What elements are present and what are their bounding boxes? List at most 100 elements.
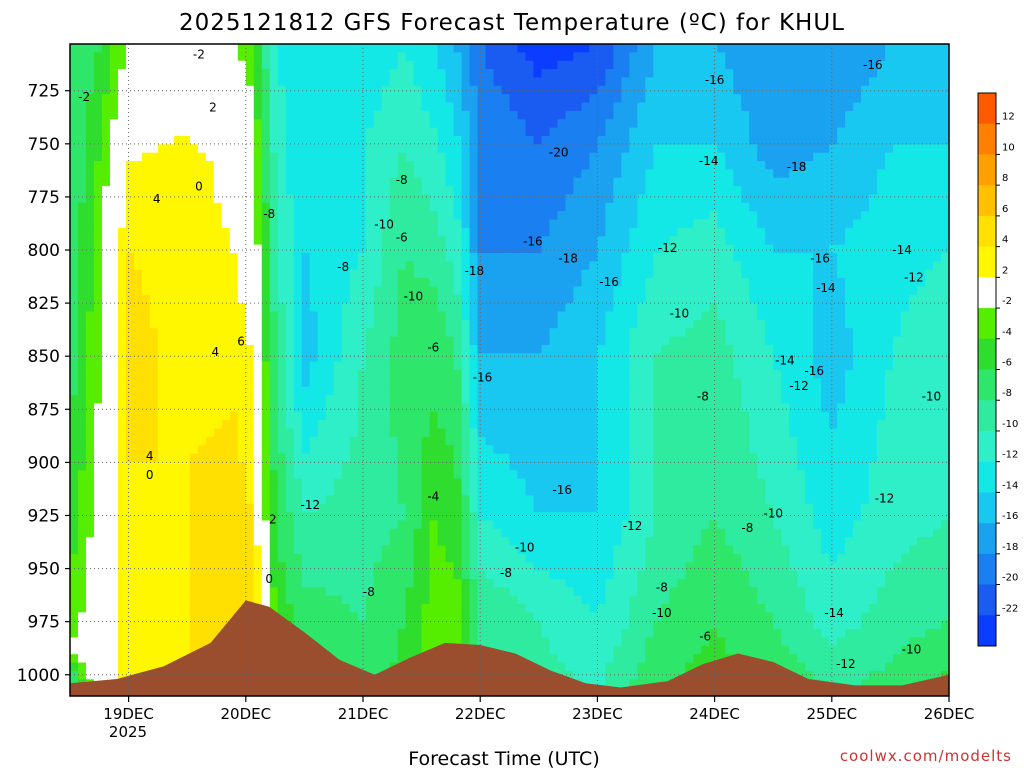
temperature-cell (549, 135, 559, 145)
temperature-cell (189, 436, 199, 446)
temperature-cell (541, 478, 551, 488)
temperature-cell (373, 604, 383, 614)
temperature-cell (445, 177, 455, 187)
temperature-cell (397, 344, 407, 354)
temperature-cell (557, 236, 567, 246)
temperature-cell (525, 311, 535, 321)
temperature-cell (157, 629, 167, 639)
temperature-cell (429, 169, 439, 179)
temperature-cell (301, 286, 311, 296)
temperature-cell (317, 445, 327, 455)
temperature-cell (309, 236, 319, 246)
temperature-cell (485, 119, 495, 129)
temperature-cell (285, 211, 295, 221)
temperature-cell (77, 545, 87, 555)
temperature-cell (405, 411, 415, 421)
temperature-cell (93, 495, 103, 505)
temperature-cell (285, 169, 295, 179)
temperature-cell (149, 411, 159, 421)
temperature-cell (165, 512, 175, 522)
temperature-cell (341, 495, 351, 505)
temperature-cell (317, 411, 327, 421)
temperature-cell (389, 470, 399, 480)
temperature-cell (357, 269, 367, 279)
temperature-cell (269, 353, 279, 363)
temperature-cell (229, 219, 239, 229)
temperature-cell (341, 60, 351, 70)
temperature-cell (477, 135, 487, 145)
temperature-cell (293, 570, 303, 580)
temperature-cell (269, 194, 279, 204)
temperature-cell (349, 336, 359, 346)
temperature-cell (285, 395, 295, 405)
temperature-cell (189, 344, 199, 354)
temperature-cell (293, 403, 303, 413)
temperature-cell (117, 378, 127, 388)
temperature-cell (237, 553, 247, 563)
temperature-cell (70, 202, 79, 212)
temperature-cell (461, 403, 471, 413)
temperature-cell (437, 194, 447, 204)
temperature-cell (293, 194, 303, 204)
temperature-cell (445, 353, 455, 363)
temperature-cell (421, 286, 431, 296)
temperature-cell (173, 386, 183, 396)
temperature-cell (253, 520, 263, 530)
temperature-cell (277, 144, 287, 154)
temperature-cell (133, 654, 143, 664)
temperature-cell (549, 645, 559, 655)
temperature-cell (461, 428, 471, 438)
temperature-cell (413, 328, 423, 338)
temperature-cell (229, 161, 239, 170)
temperature-cell (157, 144, 167, 154)
temperature-cell (485, 319, 495, 329)
temperature-cell (469, 487, 479, 496)
temperature-cell (317, 370, 327, 379)
temperature-cell (549, 303, 559, 313)
temperature-cell (245, 236, 255, 246)
temperature-cell (541, 169, 551, 179)
temperature-cell (213, 278, 223, 288)
temperature-cell (493, 69, 503, 79)
temperature-cell (77, 386, 87, 396)
temperature-cell (157, 202, 167, 212)
temperature-cell (413, 353, 423, 363)
temperature-cell (93, 420, 103, 430)
temperature-cell (573, 194, 583, 204)
temperature-cell (365, 344, 375, 354)
temperature-cell (77, 319, 87, 329)
temperature-cell (509, 177, 519, 187)
temperature-cell (125, 403, 135, 413)
temperature-cell (469, 186, 479, 196)
temperature-cell (189, 378, 199, 388)
temperature-cell (221, 219, 231, 229)
temperature-cell (149, 102, 159, 112)
temperature-cell (293, 219, 303, 229)
temperature-cell (509, 311, 519, 321)
temperature-cell (173, 69, 183, 79)
temperature-cell (157, 453, 167, 463)
temperature-cell (461, 152, 471, 162)
temperature-cell (101, 294, 111, 304)
temperature-cell (397, 328, 407, 338)
temperature-cell (557, 420, 567, 430)
temperature-cell (333, 411, 343, 421)
temperature-cell (109, 286, 119, 296)
temperature-cell (237, 461, 247, 471)
temperature-cell (285, 278, 295, 288)
temperature-cell (501, 370, 511, 379)
temperature-cell (221, 236, 231, 246)
temperature-cell (573, 144, 583, 154)
temperature-cell (301, 570, 311, 580)
temperature-cell (349, 52, 359, 62)
temperature-cell (413, 562, 423, 572)
temperature-cell (573, 110, 583, 120)
temperature-cell (397, 495, 407, 505)
temperature-cell (70, 144, 79, 154)
temperature-cell (477, 353, 487, 363)
temperature-cell (429, 144, 439, 154)
temperature-cell (357, 135, 367, 145)
temperature-cell (461, 537, 471, 547)
temperature-cell (525, 620, 535, 630)
temperature-cell (109, 637, 119, 647)
